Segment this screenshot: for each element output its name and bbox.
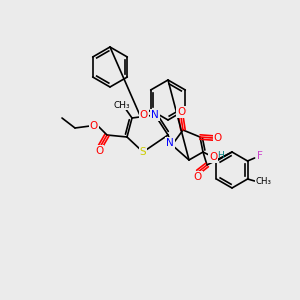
Text: O: O bbox=[209, 152, 217, 162]
Text: CH₃: CH₃ bbox=[114, 100, 130, 109]
Text: S: S bbox=[140, 147, 146, 157]
Text: H: H bbox=[217, 152, 224, 160]
Text: N: N bbox=[166, 138, 174, 148]
Text: O: O bbox=[214, 133, 222, 143]
Text: N: N bbox=[151, 110, 159, 120]
Text: O: O bbox=[140, 110, 148, 120]
Text: F: F bbox=[257, 151, 262, 161]
Text: O: O bbox=[95, 146, 103, 156]
Text: O: O bbox=[90, 121, 98, 131]
Text: O: O bbox=[177, 107, 185, 117]
Text: CH₃: CH₃ bbox=[256, 178, 272, 187]
Text: O: O bbox=[194, 172, 202, 182]
